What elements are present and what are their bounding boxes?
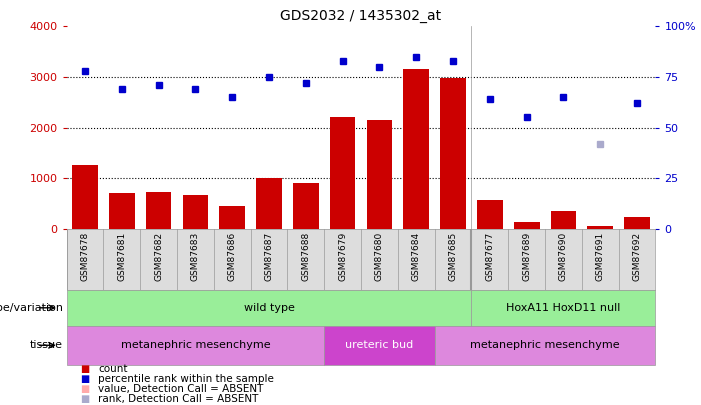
Bar (477, 200, 503, 229)
Text: GSM87680: GSM87680 (375, 232, 384, 281)
Text: GSM87691: GSM87691 (596, 232, 605, 281)
Bar (67, 326, 324, 364)
Text: GSM87684: GSM87684 (411, 232, 421, 281)
Text: GSM87677: GSM87677 (485, 232, 494, 281)
Text: ureteric bud: ureteric bud (346, 340, 414, 350)
Text: GSM87690: GSM87690 (559, 232, 568, 281)
Text: ■: ■ (81, 374, 90, 384)
Bar (440, 78, 466, 229)
Text: GSM87678: GSM87678 (81, 232, 90, 281)
Text: ■: ■ (81, 364, 90, 373)
Text: GSM87686: GSM87686 (228, 232, 237, 281)
Bar (324, 326, 435, 364)
Text: ■: ■ (81, 394, 90, 404)
Text: GSM87687: GSM87687 (264, 232, 273, 281)
Text: HoxA11 HoxD11 null: HoxA11 HoxD11 null (506, 303, 620, 313)
Bar (67, 290, 471, 326)
Bar (72, 165, 98, 229)
Bar (109, 193, 135, 229)
Text: tissue: tissue (30, 340, 63, 350)
Title: GDS2032 / 1435302_at: GDS2032 / 1435302_at (280, 9, 442, 23)
Bar (219, 206, 245, 229)
Text: metanephric mesenchyme: metanephric mesenchyme (470, 340, 620, 350)
Bar (329, 117, 355, 229)
Text: metanephric mesenchyme: metanephric mesenchyme (121, 340, 270, 350)
Text: GSM87689: GSM87689 (522, 232, 531, 281)
Text: GSM87681: GSM87681 (117, 232, 126, 281)
Text: GSM87679: GSM87679 (338, 232, 347, 281)
Text: percentile rank within the sample: percentile rank within the sample (98, 374, 274, 384)
Bar (367, 120, 393, 229)
Text: GSM87682: GSM87682 (154, 232, 163, 281)
Bar (182, 195, 208, 229)
Text: GSM87688: GSM87688 (301, 232, 311, 281)
Text: GSM87683: GSM87683 (191, 232, 200, 281)
Bar (624, 217, 650, 229)
Text: count: count (98, 364, 128, 373)
Text: GSM87692: GSM87692 (632, 232, 641, 281)
Bar (471, 290, 655, 326)
Text: wild type: wild type (243, 303, 294, 313)
Text: genotype/variation: genotype/variation (0, 303, 63, 313)
Bar (550, 211, 576, 229)
Bar (403, 69, 429, 229)
Bar (435, 326, 655, 364)
Text: ■: ■ (81, 384, 90, 394)
Text: rank, Detection Call = ABSENT: rank, Detection Call = ABSENT (98, 394, 259, 404)
Bar (293, 183, 319, 229)
Text: GSM87685: GSM87685 (449, 232, 458, 281)
Text: value, Detection Call = ABSENT: value, Detection Call = ABSENT (98, 384, 264, 394)
Bar (256, 178, 282, 229)
Bar (146, 192, 172, 229)
Bar (587, 226, 613, 229)
Bar (514, 222, 540, 229)
